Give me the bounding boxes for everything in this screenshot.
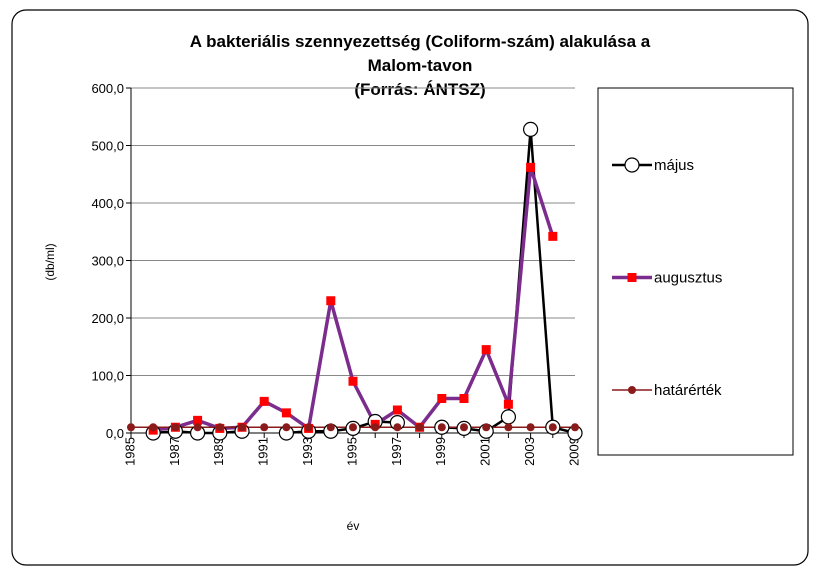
data-point bbox=[526, 423, 535, 432]
x-tick-label: 2003 bbox=[522, 437, 537, 466]
x-axis-title: év bbox=[347, 519, 360, 533]
data-point bbox=[392, 405, 402, 415]
y-tick-label: 600,0 bbox=[91, 81, 124, 96]
data-point bbox=[393, 423, 402, 432]
y-tick-label: 300,0 bbox=[91, 254, 124, 269]
data-point bbox=[482, 423, 491, 432]
y-tick-label: 0,0 bbox=[106, 426, 124, 441]
legend-label: augusztus bbox=[654, 270, 722, 287]
data-point bbox=[238, 423, 246, 432]
data-point bbox=[260, 423, 269, 432]
data-point bbox=[503, 399, 513, 409]
legend-box bbox=[597, 87, 794, 456]
data-point bbox=[504, 423, 513, 432]
data-point bbox=[326, 423, 335, 432]
y-tick-label: 500,0 bbox=[91, 139, 124, 154]
data-point bbox=[259, 396, 269, 406]
x-tick-label: 1985 bbox=[122, 437, 137, 466]
data-point bbox=[500, 409, 516, 425]
chart-title: A bakteriális szennyezettség (Coliform-s… bbox=[190, 32, 651, 51]
x-tick-label: 1989 bbox=[211, 437, 226, 466]
y-tick-label: 200,0 bbox=[91, 311, 124, 326]
data-point bbox=[326, 296, 336, 306]
data-point bbox=[371, 423, 380, 432]
data-point bbox=[281, 408, 291, 418]
data-point bbox=[522, 121, 539, 137]
data-point bbox=[149, 423, 158, 432]
chart-title: (Forrás: ÁNTSZ) bbox=[354, 80, 485, 99]
data-point bbox=[437, 394, 447, 403]
data-point bbox=[571, 423, 579, 432]
y-tick-label: 100,0 bbox=[91, 369, 124, 384]
data-point bbox=[437, 423, 446, 432]
data-point bbox=[459, 394, 469, 403]
data-point bbox=[193, 415, 203, 425]
x-tick-label: 1997 bbox=[389, 437, 404, 466]
x-tick-label: 1991 bbox=[256, 437, 271, 466]
x-tick-label: 2001 bbox=[478, 437, 493, 466]
data-point bbox=[460, 423, 468, 432]
data-point bbox=[548, 423, 557, 432]
data-point bbox=[193, 423, 202, 432]
data-point bbox=[548, 231, 558, 241]
y-tick-label: 400,0 bbox=[91, 196, 124, 211]
x-tick-label: 1995 bbox=[344, 437, 359, 466]
data-point bbox=[215, 423, 224, 432]
data-point bbox=[282, 423, 291, 432]
data-point bbox=[349, 423, 357, 432]
chart-title: Malom-tavon bbox=[368, 56, 473, 75]
x-tick-label: 2009 bbox=[566, 437, 581, 466]
legend-label: határérték bbox=[654, 382, 722, 399]
data-point bbox=[526, 162, 536, 172]
data-point bbox=[481, 345, 491, 355]
legend-marker bbox=[624, 157, 640, 173]
y-axis-title: (db/ml) bbox=[43, 243, 57, 280]
legend-label: május bbox=[654, 157, 694, 174]
x-tick-label: 1987 bbox=[167, 437, 182, 466]
data-point bbox=[171, 423, 180, 432]
legend-marker bbox=[627, 273, 637, 282]
x-tick-label: 1999 bbox=[433, 437, 448, 466]
data-point bbox=[415, 423, 424, 432]
data-point bbox=[304, 423, 313, 432]
x-tick-label: 1993 bbox=[300, 437, 315, 466]
data-point bbox=[127, 423, 135, 432]
legend-marker bbox=[628, 386, 636, 394]
data-point bbox=[348, 376, 358, 386]
